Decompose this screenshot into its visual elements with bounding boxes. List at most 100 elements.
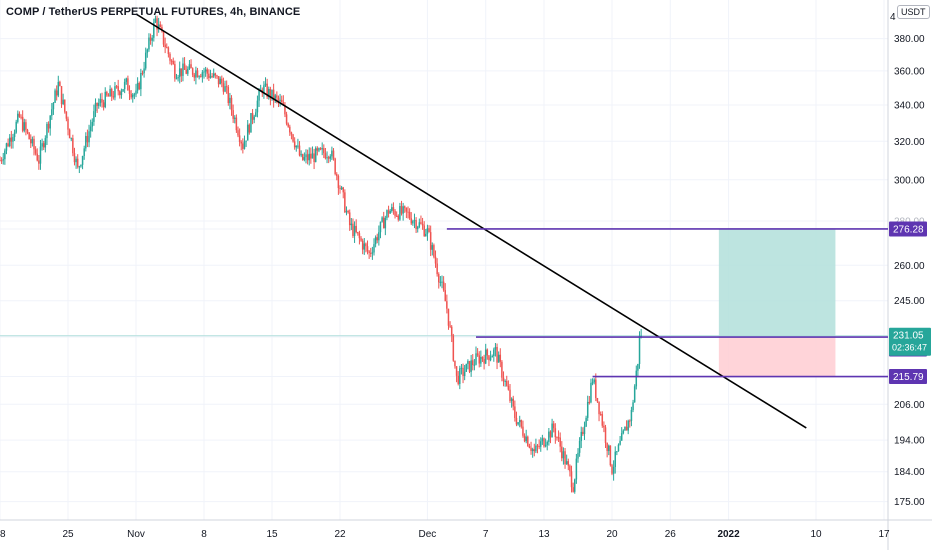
candle-body xyxy=(370,252,372,254)
candle-body xyxy=(352,223,354,236)
countdown-label: 02:36:47 xyxy=(892,343,927,353)
candle-body xyxy=(582,431,584,435)
candle-body xyxy=(110,88,113,97)
candle-body xyxy=(515,417,518,425)
candle-body xyxy=(101,98,103,103)
candle-body xyxy=(497,354,500,363)
candle-body xyxy=(94,102,97,112)
candle-body xyxy=(225,86,228,88)
candle-body xyxy=(258,90,260,101)
y-tick-label: 340.00 xyxy=(894,101,925,112)
candle-body xyxy=(392,207,395,211)
candle-body xyxy=(494,346,497,350)
candle-body xyxy=(182,63,184,76)
x-tick-label: 17 xyxy=(878,529,890,540)
top-axis-label: 4 xyxy=(890,12,896,23)
candle-body xyxy=(248,124,251,133)
candle-body xyxy=(348,212,351,226)
candle-body xyxy=(308,153,310,161)
candle-body xyxy=(402,206,404,214)
candle-body xyxy=(546,441,548,445)
candle-body xyxy=(211,75,213,77)
candle-body xyxy=(470,360,472,372)
candle-body xyxy=(457,375,459,384)
candle-body xyxy=(624,426,626,431)
candle-body xyxy=(559,437,561,447)
candle-body xyxy=(384,217,387,229)
candle-body xyxy=(266,83,268,97)
candle-body xyxy=(4,150,6,160)
candle-body xyxy=(81,155,84,165)
x-tick-label: 10 xyxy=(810,529,822,540)
y-tick-label: 360.00 xyxy=(894,66,925,77)
candle-body xyxy=(83,148,85,156)
candle-body xyxy=(404,206,406,208)
candle-body xyxy=(277,97,280,102)
y-tick-label: 300.00 xyxy=(894,175,925,186)
candle-body xyxy=(426,228,429,234)
candle-body xyxy=(285,114,288,124)
candle-body xyxy=(30,139,32,144)
candle-body xyxy=(76,158,79,167)
candle-body xyxy=(397,215,400,220)
candle-body xyxy=(0,160,3,162)
candle-body xyxy=(627,420,629,431)
candle-body xyxy=(125,78,128,82)
candle-body xyxy=(616,451,618,453)
candle-body xyxy=(33,138,35,150)
candle-body xyxy=(535,445,537,452)
candle-body xyxy=(54,90,56,103)
candle-body xyxy=(224,86,226,92)
candle-body xyxy=(429,232,432,250)
candle-body xyxy=(339,188,341,190)
candle-body xyxy=(575,458,578,480)
candle-body xyxy=(196,70,199,78)
candle-body xyxy=(102,102,105,108)
candle-body xyxy=(178,68,181,78)
candle-body xyxy=(431,245,434,250)
candle-body xyxy=(444,290,446,302)
candle-body xyxy=(23,122,26,131)
candle-body xyxy=(52,102,55,110)
candle-body xyxy=(612,466,615,474)
candle-body xyxy=(496,346,498,363)
candle-body xyxy=(243,141,246,149)
x-tick-label: Dec xyxy=(419,529,437,540)
candle-body xyxy=(501,361,503,378)
candle-body xyxy=(462,367,464,377)
candle-body xyxy=(512,398,514,407)
candle-body xyxy=(72,138,74,154)
candle-body xyxy=(428,228,430,233)
candle-body xyxy=(120,91,123,96)
candle-body xyxy=(153,22,155,38)
candle-body xyxy=(2,159,4,161)
candle-body xyxy=(67,118,69,130)
candle-body xyxy=(271,89,273,99)
candle-body xyxy=(41,143,43,147)
candle-body xyxy=(88,131,90,143)
candle-body xyxy=(635,370,638,387)
candle-body xyxy=(172,61,174,65)
candle-body xyxy=(25,122,27,130)
candle-body xyxy=(567,461,570,466)
currency-badge[interactable]: USDT xyxy=(897,5,930,19)
candle-body xyxy=(447,308,450,326)
candle-body xyxy=(232,110,234,119)
candle-body xyxy=(329,156,332,159)
candle-body xyxy=(164,44,166,48)
candle-body xyxy=(499,354,502,362)
candle-body xyxy=(439,281,442,283)
candle-body xyxy=(70,138,72,140)
candle-body xyxy=(324,153,327,159)
candle-body xyxy=(42,143,45,148)
candle-body xyxy=(531,449,534,452)
candle-body xyxy=(112,96,115,98)
candle-body xyxy=(31,138,34,144)
candle-body xyxy=(136,82,139,91)
candle-body xyxy=(0,160,1,162)
candle-body xyxy=(169,54,171,61)
candle-body xyxy=(85,136,87,149)
candle-body xyxy=(569,465,571,472)
candle-body xyxy=(353,225,356,236)
